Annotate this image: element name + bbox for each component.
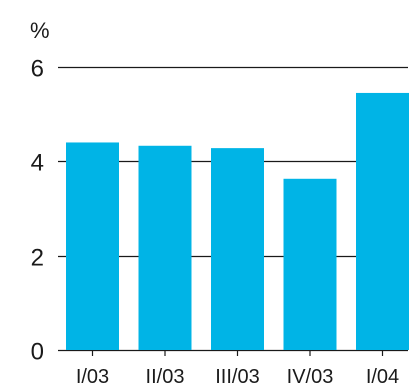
x-tick-label: I/04 (366, 366, 399, 388)
y-tick-label: 2 (31, 245, 44, 272)
bar-ii-03 (138, 145, 192, 350)
y-tick-label: 6 (31, 56, 44, 83)
x-axis-ticks: I/03 II/03 III/03 IV/03 I/04 (76, 350, 399, 388)
x-tick-label: III/03 (215, 366, 259, 388)
bar-i-04 (356, 92, 409, 351)
bar-iii-03 (211, 148, 264, 350)
x-tick-label: I/03 (76, 366, 109, 388)
bars (66, 92, 409, 351)
y-axis-ticks: 0 2 4 6 (31, 56, 44, 366)
y-axis-unit-label: % (30, 18, 50, 43)
x-tick-label: II/03 (146, 366, 185, 388)
bar-i-03 (66, 142, 119, 350)
x-tick-label: IV/03 (287, 366, 334, 388)
y-tick-label: 0 (31, 339, 44, 366)
y-tick-label: 4 (31, 150, 44, 177)
bar-iv-03 (283, 178, 337, 350)
